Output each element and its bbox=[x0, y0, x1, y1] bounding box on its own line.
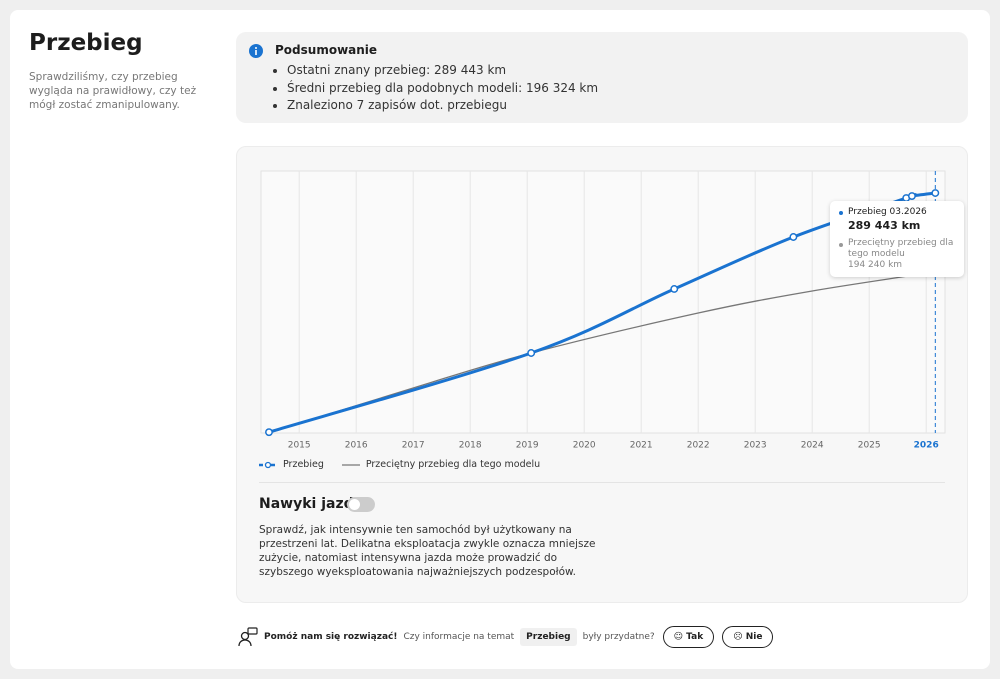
x-tick-label: 2018 bbox=[459, 441, 482, 451]
summary-list: Ostatni znany przebieg: 289 443 km Średn… bbox=[275, 62, 598, 115]
habits-text: Sprawdź, jak intensywnie ten samochód by… bbox=[259, 524, 596, 578]
section-description: Sprawdziliśmy, czy przebieg wygląda na p… bbox=[29, 71, 197, 111]
x-tick-label: 2026 bbox=[914, 441, 939, 451]
data-point bbox=[789, 233, 798, 241]
feedback-topic: Przebieg bbox=[520, 628, 577, 646]
legend-label: Przeciętny przebieg dla tego modelu bbox=[365, 459, 541, 470]
legend-label: Przebieg bbox=[283, 459, 324, 470]
tooltip-secondary-value: 194 240 km bbox=[848, 260, 903, 270]
feedback-row: Pomóż nam się rozwiązać! Czy informacje … bbox=[238, 625, 774, 649]
chart-box: 2015 2016 2017 2018 2019 2020 2021 2022 2023 2024… bbox=[236, 146, 968, 603]
x-tick-label: 2019 bbox=[516, 441, 539, 451]
data-point bbox=[527, 349, 536, 357]
legend-key bbox=[341, 463, 360, 466]
info-icon bbox=[249, 44, 263, 58]
feedback-lead: Pomóż nam się rozwiązać! bbox=[264, 632, 398, 642]
x-tick-label: 2022 bbox=[687, 441, 710, 451]
feedback-question: były przydatne? bbox=[582, 632, 655, 642]
chart: 2015 2016 2017 2018 2019 2020 2021 2022 2023 2024… bbox=[260, 170, 946, 451]
habits-title: Nawyki jazdy bbox=[259, 496, 363, 512]
x-tick-label: 2025 bbox=[858, 441, 881, 451]
data-point bbox=[265, 428, 273, 437]
x-tick-label: 2015 bbox=[288, 441, 311, 451]
summary-title: Podsumowanie bbox=[275, 43, 378, 57]
x-tick-label: 2020 bbox=[573, 441, 596, 451]
tooltip-title: Przebieg 03.2026 bbox=[848, 207, 927, 217]
legend: Przebieg Przeciętny przebieg dla tego mod… bbox=[259, 459, 540, 470]
summary-box: Podsumowanie Ostatni znany przebieg: 289… bbox=[236, 32, 968, 123]
series-line bbox=[268, 271, 936, 434]
feedback-question: Czy informacje na temat bbox=[403, 632, 515, 642]
data-point bbox=[670, 285, 679, 293]
tooltip-dot bbox=[839, 243, 843, 247]
legend-marker bbox=[264, 461, 272, 468]
x-tick-label: 2016 bbox=[345, 441, 368, 451]
x-tick-label: 2017 bbox=[402, 441, 425, 451]
tooltip-secondary-title: Przeciętny przebieg dla tego modelu bbox=[848, 238, 954, 259]
data-point bbox=[931, 189, 940, 197]
summary-item: Średni przebieg dla podobnych modeli: 19… bbox=[287, 80, 598, 98]
no-button[interactable]: ☹ Nie bbox=[722, 626, 774, 648]
tooltip: Przebieg 03.2026 289 443 km Przeciętny p… bbox=[830, 201, 964, 277]
tooltip-secondary: Przeciętny przebieg dla tego modelu 194 2… bbox=[848, 238, 956, 271]
yes-button[interactable]: ☺ Tak bbox=[662, 626, 715, 648]
summary-item: Znaleziono 7 zapisów dot. przebiegu bbox=[287, 97, 598, 115]
data-point bbox=[907, 192, 916, 200]
divider bbox=[259, 482, 945, 483]
summary-item: Ostatni znany przebieg: 289 443 km bbox=[287, 62, 598, 80]
x-tick-label: 2024 bbox=[801, 441, 824, 451]
no-label: Nie bbox=[745, 632, 763, 642]
section-title: Przebieg bbox=[29, 30, 143, 56]
x-tick-label: 2023 bbox=[744, 441, 767, 451]
tooltip-value: 289 443 km bbox=[848, 219, 921, 232]
feedback-icon bbox=[238, 627, 258, 647]
yes-label: Tak bbox=[686, 632, 704, 642]
legend-key bbox=[259, 461, 277, 468]
toggle[interactable] bbox=[347, 497, 375, 512]
tooltip-dot bbox=[839, 211, 843, 215]
x-tick-label: 2021 bbox=[630, 441, 653, 451]
